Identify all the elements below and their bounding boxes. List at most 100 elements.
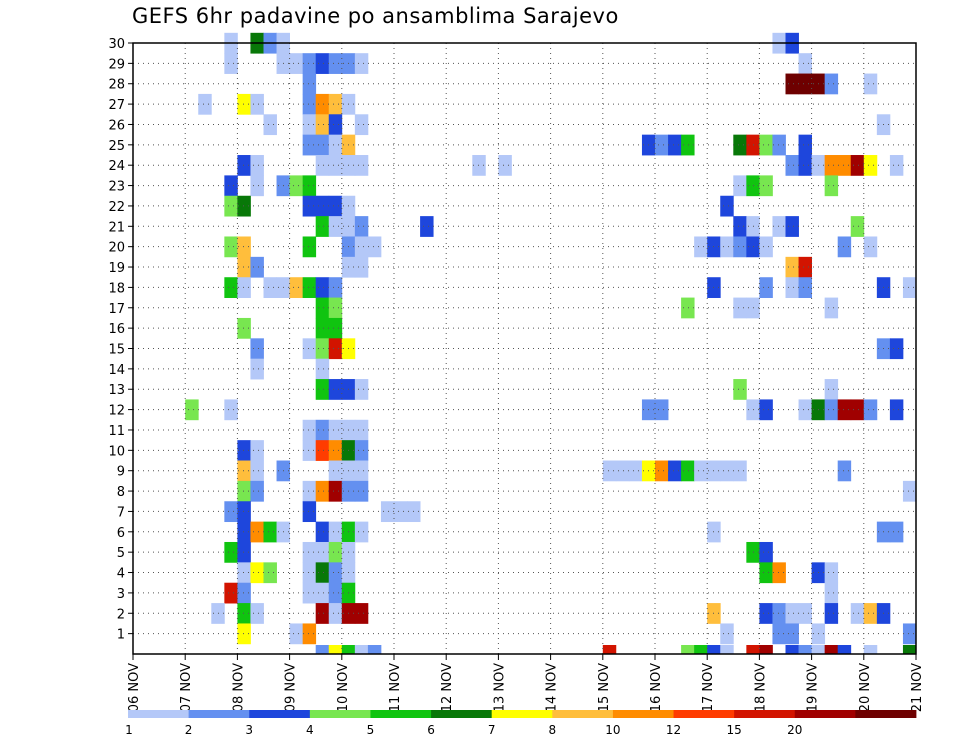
- heatmap-cell: [224, 277, 238, 298]
- x-tick-label: 10 NOV: [336, 663, 351, 712]
- heatmap-cell: [289, 53, 304, 74]
- y-tick-label: 1: [117, 628, 125, 643]
- heatmap-cell: [302, 562, 317, 584]
- heatmap-cell: [733, 379, 747, 400]
- y-tick-label: 23: [108, 180, 125, 195]
- heatmap-cell: [263, 277, 277, 298]
- heatmap-cell: [237, 603, 251, 624]
- heatmap-cell: [315, 521, 330, 543]
- x-tick-label: 20 NOV: [858, 663, 873, 712]
- heatmap-cell: [354, 53, 369, 74]
- heatmap-cell: [250, 440, 264, 461]
- heatmap-cell: [250, 155, 264, 176]
- heatmap-cell: [798, 134, 812, 156]
- heatmap-cell: [733, 297, 747, 319]
- heatmap-cell: [889, 155, 904, 176]
- y-tick-label: 14: [108, 363, 125, 378]
- heatmap-cell: [302, 480, 317, 502]
- heatmap-cell: [354, 480, 369, 502]
- x-tick-label: 08 NOV: [231, 663, 246, 712]
- colorbar-label: 7: [488, 723, 496, 737]
- y-tick-label: 15: [108, 343, 125, 358]
- heatmap-cell: [328, 645, 343, 655]
- x-tick-label: 12 NOV: [440, 663, 455, 712]
- heatmap-cell: [237, 460, 251, 482]
- heatmap-cell: [302, 53, 317, 74]
- heatmap-cell: [850, 155, 865, 176]
- heatmap-cell: [237, 155, 251, 176]
- heatmap-cell: [237, 256, 251, 278]
- y-tick-label: 24: [108, 159, 125, 174]
- heatmap-cell: [302, 582, 317, 604]
- heatmap-cell: [759, 399, 773, 421]
- heatmap-cell: [824, 175, 839, 197]
- heatmap-cell: [237, 562, 251, 584]
- heatmap-cell: [655, 134, 669, 156]
- colorbar-swatch: [309, 710, 371, 718]
- heatmap-cell: [328, 419, 343, 441]
- heatmap-cell: [302, 175, 317, 197]
- heatmap-cell: [250, 175, 264, 197]
- y-tick-label: 7: [117, 505, 125, 520]
- heatmap-cell: [250, 358, 264, 380]
- heatmap-cell: [315, 480, 330, 502]
- colorbar-swatch: [370, 710, 432, 718]
- heatmap-cell: [237, 480, 251, 502]
- heatmap-cell: [733, 175, 747, 197]
- heatmap-cell: [224, 501, 238, 523]
- heatmap-cell: [367, 645, 382, 655]
- heatmap-cell: [759, 603, 773, 624]
- heatmap-cell: [315, 419, 330, 441]
- heatmap-cell: [367, 236, 382, 258]
- x-tick-label: 16 NOV: [649, 663, 664, 712]
- heatmap-cell: [354, 379, 369, 400]
- y-tick-label: 10: [108, 444, 125, 459]
- x-tick-label: 07 NOV: [179, 663, 194, 712]
- y-tick-label: 20: [108, 241, 125, 256]
- heatmap-cell: [681, 297, 695, 319]
- heatmap-cell: [889, 521, 904, 543]
- heatmap-cell: [785, 623, 799, 645]
- heatmap-cell: [328, 317, 343, 339]
- heatmap-cell: [328, 216, 343, 237]
- heatmap-cell: [354, 603, 369, 624]
- heatmap-cell: [681, 460, 695, 482]
- colorbar-swatch: [855, 710, 917, 718]
- heatmap-cell: [694, 460, 708, 482]
- heatmap-cell: [850, 216, 865, 237]
- heatmap-cell: [237, 501, 251, 523]
- heatmap-cell: [798, 277, 812, 298]
- heatmap-cell: [328, 582, 343, 604]
- heatmap-cell: [263, 114, 277, 136]
- heatmap-cell: [328, 134, 343, 156]
- heatmap-cell: [263, 521, 277, 543]
- heatmap-cell: [315, 379, 330, 400]
- heatmap-cell: [224, 53, 238, 74]
- heatmap-cell: [328, 379, 343, 400]
- y-tick-label: 26: [108, 118, 125, 133]
- heatmap-cell: [602, 645, 617, 655]
- heatmap-cell: [798, 399, 812, 421]
- y-tick-label: 16: [108, 322, 125, 337]
- y-tick-label: 6: [117, 526, 125, 541]
- heatmap-cell: [237, 582, 251, 604]
- heatmap-cell: [315, 134, 330, 156]
- y-tick-label: 13: [108, 383, 125, 398]
- heatmap-cell: [250, 93, 264, 115]
- y-tick-label: 28: [108, 78, 125, 93]
- heatmap-cell: [250, 521, 264, 543]
- heatmap-cell: [328, 155, 343, 176]
- heatmap-cell: [420, 216, 434, 237]
- heatmap-cell: [863, 236, 878, 258]
- heatmap-cell: [798, 645, 812, 655]
- y-tick-label: 21: [108, 220, 125, 235]
- heatmap-cell: [354, 521, 369, 543]
- heatmap-cell: [785, 256, 799, 278]
- heatmap-cell: [824, 73, 839, 95]
- heatmap-cell: [341, 645, 356, 655]
- heatmap-cell: [302, 93, 317, 115]
- heatmap-cell: [315, 562, 330, 584]
- heatmap-cell: [354, 114, 369, 136]
- heatmap-cell: [863, 399, 878, 421]
- heatmap-cell: [472, 155, 486, 176]
